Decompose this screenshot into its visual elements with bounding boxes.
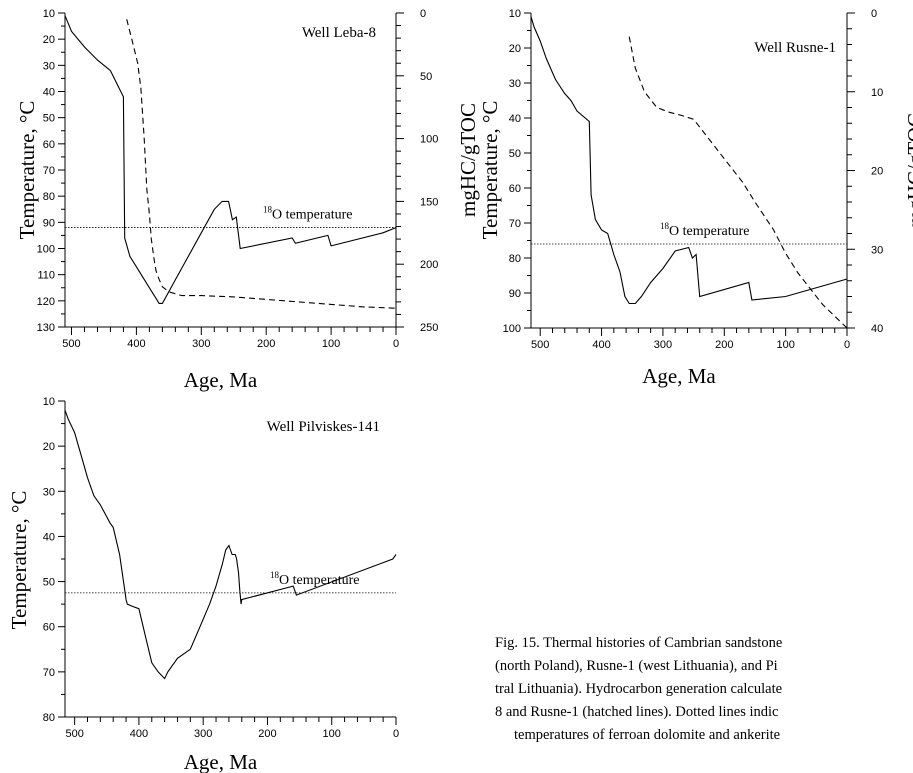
o18-annotation-superscript: 18 — [660, 221, 670, 231]
x-tick-label: 100 — [322, 338, 340, 350]
x-tick-label: 100 — [776, 339, 794, 351]
y-tick-label: 70 — [43, 667, 55, 679]
x-tick-label: 0 — [393, 728, 399, 740]
chart-panel: 500 400 300 200 100 0102030405060708090100110… — [15, 8, 480, 392]
y-tick-label: 50 — [43, 113, 55, 125]
y-tick-label: 90 — [509, 288, 521, 300]
y-tick-label: 10 — [43, 396, 55, 408]
y-tick-label: 40 — [43, 87, 55, 99]
x-tick-label: 0 — [393, 338, 399, 350]
x-axis-title: Age, Ma — [184, 368, 258, 392]
panel-title: Well Pilviskes-141 — [267, 419, 380, 435]
y-tick-label: 80 — [43, 712, 55, 724]
x-axis-title: Age, Ma — [184, 750, 258, 773]
x-tick-label: 0 — [844, 339, 850, 351]
y-tick-label: 70 — [43, 165, 55, 177]
x-tick-label: 300 — [192, 338, 210, 350]
y-tick-label: 60 — [43, 139, 55, 151]
x-tick-label: 500 — [65, 728, 83, 740]
y-tick-label: 120 — [37, 296, 55, 308]
y-tick-label: 50 — [509, 148, 521, 160]
caption-line: (north Poland), Rusne-1 (west Lithuania)… — [495, 658, 778, 674]
y-tick-label: 30 — [43, 486, 55, 498]
y2-tick-label: 150 — [420, 196, 438, 208]
y-tick-label: 100 — [503, 323, 521, 335]
o18-annotation-superscript: 18 — [263, 205, 273, 215]
y2-tick-label: 100 — [420, 134, 438, 146]
y-tick-label: 20 — [43, 441, 55, 453]
y2-tick-label: 0 — [871, 8, 877, 20]
y-tick-label: 30 — [509, 78, 521, 90]
y2-tick-label: 20 — [871, 166, 883, 178]
y-tick-label: 20 — [43, 34, 55, 46]
y2-tick-label: 200 — [420, 259, 438, 271]
o18-annotation: 18O temperature — [660, 221, 749, 239]
y-tick-label: 80 — [43, 191, 55, 203]
temperature-history-line — [64, 409, 397, 680]
panel-title: Well Rusne-1 — [754, 40, 836, 56]
y-axis-title: Temperature, °C — [15, 101, 39, 240]
x-tick-label: 200 — [257, 338, 275, 350]
y-tick-label: 40 — [43, 531, 55, 543]
o18-annotation-text: O temperature — [669, 224, 749, 239]
y2-tick-label: 50 — [420, 71, 432, 83]
y-axis-title: Temperature, °C — [7, 491, 31, 630]
caption-line: temperatures of ferroan dolomite and ank… — [514, 727, 781, 743]
o18-annotation-text: O temperature — [279, 573, 359, 588]
y-tick-label: 30 — [43, 60, 55, 72]
hydrocarbon-generation-line — [126, 19, 397, 309]
panel-title: Well Leba-8 — [302, 25, 376, 41]
x-tick-label: 300 — [654, 339, 672, 351]
y2-tick-label: 250 — [420, 322, 438, 334]
y-tick-label: 20 — [509, 43, 521, 55]
x-tick-label: 500 — [62, 338, 80, 350]
y-tick-label: 60 — [509, 183, 521, 195]
y-tick-label: 40 — [509, 113, 521, 125]
y2-tick-label: 0 — [420, 8, 426, 20]
temperature-history-line — [530, 16, 848, 305]
y-tick-label: 50 — [43, 577, 55, 589]
x-tick-label: 400 — [592, 339, 610, 351]
x-tick-label: 200 — [715, 339, 733, 351]
y-tick-label: 10 — [509, 8, 521, 20]
x-tick-label: 400 — [127, 338, 145, 350]
x-tick-label: 500 — [531, 339, 549, 351]
o18-annotation-text: O temperature — [272, 208, 352, 223]
caption-line: 8 and Rusne-1 (hatched lines). Dotted li… — [495, 704, 779, 720]
x-tick-label: 300 — [194, 728, 212, 740]
y-tick-label: 10 — [43, 8, 55, 20]
y-tick-label: 90 — [43, 217, 55, 229]
y2-tick-label: 30 — [871, 244, 883, 256]
o18-annotation-superscript: 18 — [270, 570, 280, 580]
x-tick-label: 200 — [258, 728, 276, 740]
y-tick-label: 100 — [37, 244, 55, 256]
figure-caption: Fig. 15. Thermal histories of Cambrian s… — [495, 632, 913, 747]
chart-panel: 500 400 300 200 100 0 10 20 30 40 50 60 70 80 Well Pil… — [7, 396, 399, 773]
y-tick-label: 130 — [37, 322, 55, 334]
caption-line: Fig. 15. Thermal histories of Cambrian s… — [495, 635, 783, 651]
chart-panel: 500 400 300 200 100 0 10 20 30 40 50 60 70 80 90 100 0 10… — [478, 8, 913, 388]
x-tick-label: 400 — [130, 728, 148, 740]
y-tick-label: 60 — [43, 622, 55, 634]
caption-line: tral Lithuania). Hydrocarbon generation … — [495, 681, 783, 697]
temperature-history-line — [64, 15, 397, 304]
y2-axis-title: mgHC/gTOC — [903, 113, 913, 227]
x-axis-title: Age, Ma — [642, 364, 716, 388]
o18-annotation: 18O temperature — [263, 205, 352, 223]
y2-tick-label: 10 — [871, 87, 883, 99]
y-tick-label: 70 — [509, 218, 521, 230]
x-tick-label: 100 — [323, 728, 341, 740]
y-tick-label: 80 — [509, 253, 521, 265]
y2-axis-title: mgHC/gTOC — [456, 103, 480, 217]
o18-annotation: 18O temperature — [270, 570, 359, 588]
y-axis-title: Temperature, °C — [478, 101, 502, 240]
hydrocarbon-generation-line — [628, 36, 848, 329]
y2-tick-label: 40 — [871, 323, 883, 335]
y-tick-label: 110 — [37, 270, 55, 282]
